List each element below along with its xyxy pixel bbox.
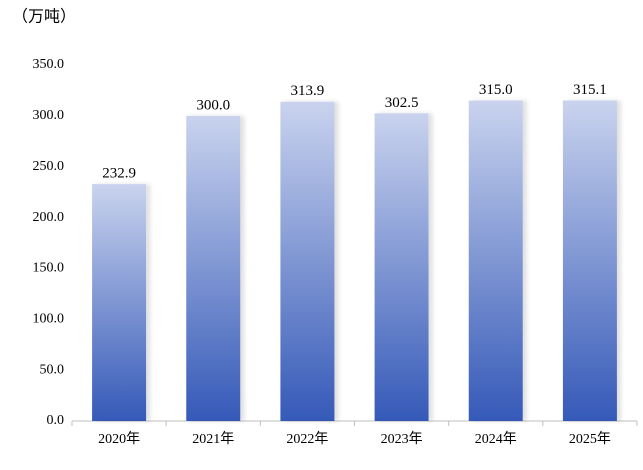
y-tick-label: 0.0 bbox=[47, 413, 65, 428]
y-axis-label: （万吨） bbox=[12, 8, 76, 26]
y-tick-label: 250.0 bbox=[33, 159, 65, 174]
x-tick-label: 2025年 bbox=[569, 431, 611, 447]
x-tick-label: 2024年 bbox=[475, 431, 517, 447]
data-label: 315.1 bbox=[573, 82, 607, 98]
data-label: 315.0 bbox=[479, 82, 513, 98]
data-label: 232.9 bbox=[102, 166, 136, 182]
y-tick-label: 150.0 bbox=[33, 261, 65, 276]
y-tick-label: 50.0 bbox=[40, 362, 65, 377]
x-tick-label: 2021年 bbox=[192, 431, 234, 447]
y-tick-label: 200.0 bbox=[33, 210, 65, 225]
y-tick-label: 100.0 bbox=[33, 312, 65, 327]
bar bbox=[374, 113, 429, 422]
x-tick-label: 2020年 bbox=[98, 431, 140, 447]
y-tick-label: 300.0 bbox=[33, 108, 65, 123]
y-tick-label: 350.0 bbox=[33, 57, 65, 72]
bar bbox=[280, 101, 335, 421]
data-label: 302.5 bbox=[385, 95, 419, 111]
x-tick-label: 2023年 bbox=[381, 431, 423, 447]
data-label: 300.0 bbox=[196, 97, 230, 113]
x-tick-label: 2022年 bbox=[286, 431, 328, 447]
bar bbox=[186, 115, 241, 421]
data-label: 313.9 bbox=[291, 83, 325, 99]
bar bbox=[92, 184, 147, 421]
bar bbox=[562, 100, 617, 421]
bar bbox=[468, 100, 523, 421]
